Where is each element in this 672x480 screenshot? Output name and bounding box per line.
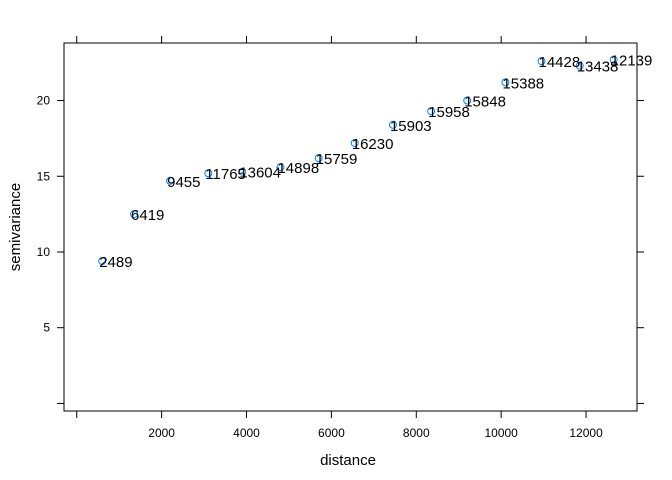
- y-tick-label: 15: [37, 169, 51, 183]
- data-point: [98, 257, 107, 266]
- y-tick-label: 10: [37, 245, 51, 259]
- data-point: [427, 107, 436, 116]
- x-axis-title: distance: [320, 452, 376, 469]
- data-point: [575, 61, 584, 70]
- x-tick-label: 8000: [403, 426, 430, 440]
- data-point-label: 2489: [99, 254, 132, 271]
- data-point-label: 15388: [502, 75, 544, 92]
- data-point-label: 12139: [611, 53, 653, 70]
- data-point: [463, 96, 472, 105]
- data-point-label: 15759: [316, 151, 358, 168]
- data-point-label: 13604: [239, 165, 281, 182]
- data-point-label: 15903: [390, 118, 432, 135]
- data-point: [314, 154, 323, 163]
- data-point: [276, 163, 285, 172]
- data-point: [501, 78, 510, 87]
- y-tick-label: 5: [43, 321, 50, 335]
- x-tick-label: 2000: [148, 426, 175, 440]
- x-tick-label: 10000: [484, 426, 518, 440]
- y-axis-title: semivariance: [7, 183, 24, 271]
- data-point: [130, 210, 139, 219]
- x-tick-label: 6000: [318, 426, 345, 440]
- data-point: [388, 120, 397, 129]
- data-point: [238, 167, 247, 176]
- data-points: [98, 55, 618, 266]
- data-point-label: 11765: [205, 166, 246, 183]
- data-point: [537, 57, 546, 66]
- y-tick-label: 20: [37, 94, 51, 108]
- data-point: [204, 169, 213, 178]
- data-point-label: 15848: [464, 94, 506, 111]
- data-point: [350, 138, 359, 147]
- data-point-label: 13438: [577, 59, 619, 76]
- data-point-label: 6419: [131, 207, 164, 224]
- axis-ticks: 2000 4000 6000 8000 10000 12000 5 10 15 20: [37, 36, 644, 440]
- data-point-label: 16230: [352, 136, 394, 153]
- data-point-label: 15958: [428, 104, 470, 121]
- plot-frame: [63, 42, 638, 412]
- data-point-label: 9455: [167, 174, 200, 191]
- x-tick-label: 4000: [233, 426, 260, 440]
- data-point: [609, 55, 618, 64]
- data-point: [166, 176, 175, 185]
- data-point-label: 14428: [539, 54, 581, 71]
- x-tick-label: 12000: [569, 426, 603, 440]
- data-point-label: 14898: [277, 160, 319, 177]
